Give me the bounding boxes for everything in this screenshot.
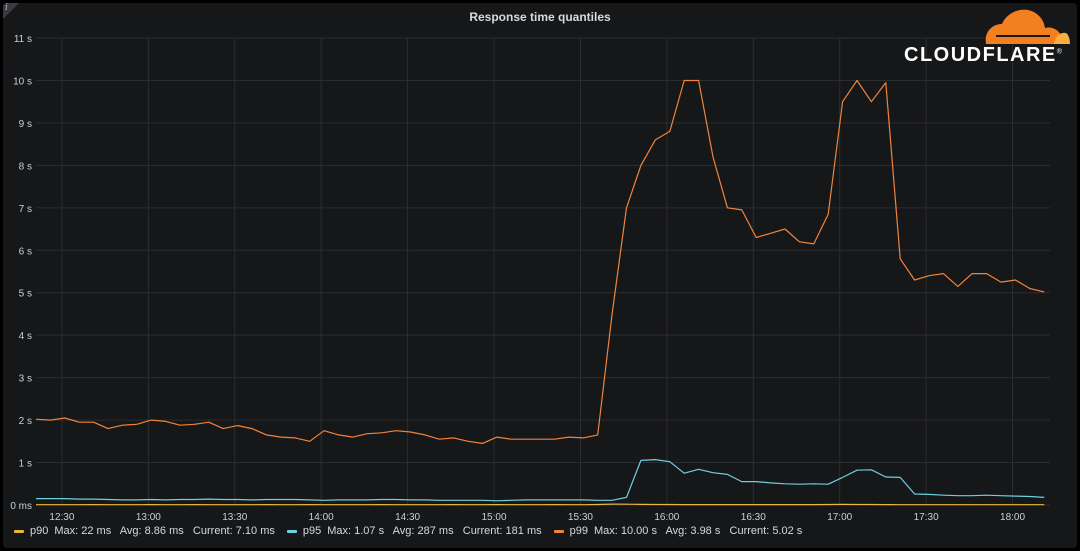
legend-item-p90[interactable]: p90 Max: 22 ms Avg: 8.86 ms Current: 7.1…	[14, 525, 275, 537]
y-tick-label: 2 s	[19, 416, 32, 427]
legend-stats-p95: Max: 1.07 s Avg: 287 ms Current: 181 ms	[327, 525, 542, 537]
cloudflare-cloud-icon	[985, 9, 1070, 44]
y-tick-label: 6 s	[19, 246, 32, 257]
info-corner[interactable]	[3, 3, 19, 19]
y-tick-label: 1 s	[19, 459, 32, 470]
info-icon[interactable]: i	[5, 3, 8, 13]
y-tick-label: 8 s	[19, 161, 32, 172]
legend-label-p99: p99	[569, 525, 588, 537]
x-tick-label: 14:30	[395, 512, 420, 523]
series-line-p95	[36, 459, 1045, 502]
series-line-p99	[35, 79, 1045, 444]
x-tick-label: 16:00	[654, 512, 679, 523]
legend-item-p99[interactable]: p99 Max: 10.00 s Avg: 3.98 s Current: 5.…	[553, 525, 803, 537]
cloudflare-logo: CLOUDFLARE®	[904, 6, 1072, 72]
legend-label-p95: p95	[302, 525, 322, 537]
legend-label-p90: p90	[30, 525, 49, 537]
legend-stats-p90: Max: 22 ms Avg: 8.86 ms Current: 7.10 ms	[54, 525, 275, 537]
x-tick-label: 16:30	[741, 512, 766, 523]
series-line-p90	[36, 503, 1045, 506]
legend-item-p95[interactable]: p95 Max: 1.07 s Avg: 287 ms Current: 181…	[286, 525, 542, 537]
x-tick-label: 13:00	[136, 512, 161, 523]
x-tick-label: 12:30	[49, 512, 74, 523]
x-tick-label: 17:00	[827, 512, 852, 523]
legend-swatch-p95	[286, 529, 297, 533]
x-tick-label: 14:00	[309, 512, 334, 523]
y-tick-label: 7 s	[19, 204, 32, 215]
cloudflare-wordmark: CLOUDFLARE®	[904, 44, 1064, 66]
legend-swatch-p90	[14, 529, 24, 533]
x-tick-label: 15:30	[568, 512, 593, 523]
x-tick-label: 18:00	[1000, 512, 1025, 523]
y-tick-label: 4 s	[19, 331, 32, 342]
y-tick-label: 5 s	[19, 289, 32, 300]
legend-stats-p99: Max: 10.00 s Avg: 3.98 s Current: 5.02 s	[593, 525, 803, 537]
legend-swatch-p99	[553, 529, 564, 533]
x-tick-label: 15:00	[482, 512, 507, 523]
legend: p90 Max: 22 ms Avg: 8.86 ms Current: 7.1…	[14, 525, 802, 537]
x-tick-label: 17:30	[914, 512, 939, 523]
graph-panel: i Response time quantiles	[3, 3, 1077, 548]
panel-title[interactable]: Response time quantiles	[469, 10, 611, 24]
y-tick-label: 0 ms	[10, 501, 32, 512]
x-tick-label: 13:30	[222, 512, 247, 523]
y-tick-label: 3 s	[19, 374, 32, 385]
y-tick-label: 11 s	[14, 34, 32, 45]
y-tick-label: 10 s	[13, 76, 32, 87]
y-tick-label: 9 s	[19, 119, 32, 130]
